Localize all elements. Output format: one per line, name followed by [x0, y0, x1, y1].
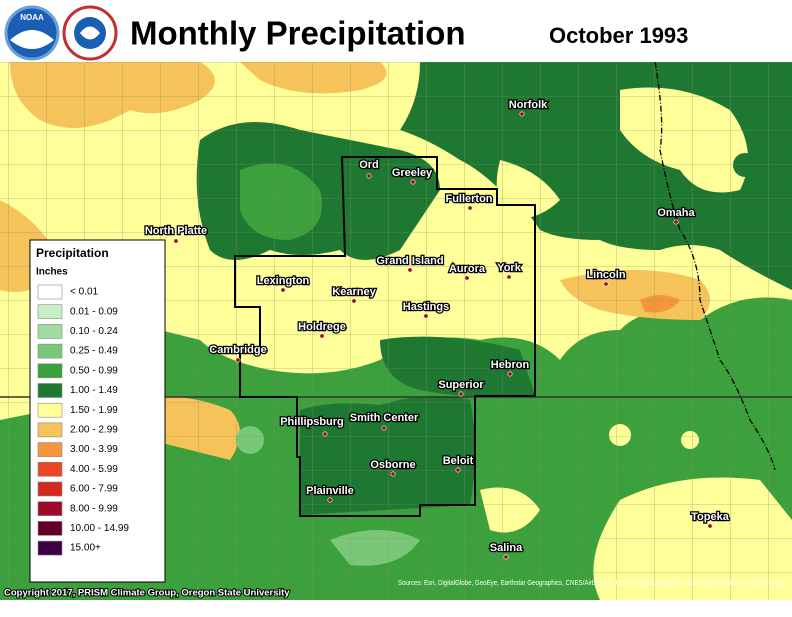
legend-label: 8.00 - 9.99 — [70, 503, 118, 514]
city-marker — [467, 205, 473, 211]
legend-swatch — [37, 521, 63, 536]
city-marker — [707, 523, 713, 529]
city-marker — [407, 267, 413, 273]
legend-label: 6.00 - 7.99 — [70, 484, 118, 495]
legend-label: 0.50 - 0.99 — [70, 365, 118, 376]
legend-label: 2.00 - 2.99 — [70, 425, 118, 436]
city-marker — [322, 431, 328, 437]
city-label: Grand Island — [376, 255, 443, 267]
city-label: Topeka — [691, 511, 730, 523]
city-label: Plainville — [306, 485, 354, 497]
legend-label: < 0.01 — [70, 287, 99, 298]
legend-label: 10.00 - 14.99 — [70, 523, 129, 534]
city-marker — [381, 425, 387, 431]
city-marker — [235, 357, 241, 363]
city-marker — [507, 371, 513, 377]
city-marker — [366, 173, 372, 179]
city-label: Omaha — [657, 207, 695, 219]
city-label: Aurora — [449, 263, 486, 275]
legend-label: 15.00+ — [70, 543, 101, 554]
title: Monthly Precipitation — [130, 15, 466, 52]
legend-label: 0.10 - 0.24 — [70, 326, 118, 337]
legend-swatch — [37, 304, 63, 320]
legend-label: 0.25 - 0.49 — [70, 346, 118, 357]
city-marker — [173, 238, 179, 244]
city-marker — [390, 471, 396, 477]
city-marker — [458, 391, 464, 397]
city-label: Lexington — [257, 275, 310, 287]
city-label: Salina — [490, 542, 523, 554]
legend-swatch — [37, 422, 63, 438]
legend-label: 0.01 - 0.09 — [70, 306, 118, 317]
sources: Sources: Esri, DigitalGlobe, GeoEye, Ear… — [398, 580, 783, 587]
legend-swatch — [37, 461, 63, 477]
city-label: Smith Center — [350, 412, 419, 424]
legend-swatch — [37, 363, 63, 379]
legend-title: Precipitation — [36, 246, 109, 260]
legend-swatch — [37, 343, 63, 359]
legend-swatch — [37, 481, 63, 497]
city-label: Norfolk — [509, 99, 548, 111]
legend-swatch — [37, 402, 63, 418]
city-label: Cambridge — [209, 344, 266, 356]
city-label: North Platte — [145, 225, 207, 237]
city-marker — [603, 281, 609, 287]
legend-label: 1.00 - 1.49 — [70, 385, 118, 396]
city-label: Beloit — [443, 455, 474, 467]
city-marker — [319, 333, 325, 339]
city-label: Lincoln — [586, 269, 625, 281]
city-marker — [519, 111, 525, 117]
city-labels: Norfolk Ord Greeley Fullerton North Platte Om… — [144, 98, 731, 560]
copyright: Copyright 2017, PRISM Climate Group, Ore… — [4, 588, 290, 599]
legend-units: Inches — [36, 267, 68, 278]
legend-swatch — [37, 540, 63, 556]
city-label: Osborne — [370, 459, 415, 471]
legend: Precipitation Inches < 0.01 0.01 - 0.09 0.… — [29, 239, 166, 583]
legend-label: 1.50 - 1.99 — [70, 405, 118, 416]
city-marker — [464, 275, 470, 281]
legend-swatch — [37, 501, 63, 517]
city-marker — [327, 497, 333, 503]
city-label: Hebron — [491, 359, 530, 371]
city-label: Ord — [359, 159, 379, 171]
city-marker — [351, 298, 357, 304]
city-label: York — [497, 262, 522, 274]
svg-text:NOAA: NOAA — [20, 13, 44, 22]
city-label: Kearney — [332, 286, 376, 298]
city-marker — [506, 274, 512, 280]
city-label: Phillipsburg — [280, 416, 344, 428]
legend-label: 4.00 - 5.99 — [70, 464, 118, 475]
legend-swatch — [37, 383, 63, 398]
period: October 1993 — [549, 23, 688, 48]
legend-swatch — [37, 324, 63, 339]
legend-label: 3.00 - 3.99 — [70, 444, 118, 455]
legend-swatch — [37, 442, 63, 457]
logos: NOAA — [4, 5, 118, 61]
city-label: Greeley — [392, 167, 433, 179]
city-marker — [410, 179, 416, 185]
city-label: Hastings — [403, 301, 449, 313]
city-label: Superior — [438, 379, 484, 391]
city-label: Fullerton — [445, 193, 492, 205]
legend-swatch — [37, 284, 63, 300]
city-label: Holdrege — [298, 321, 346, 333]
city-marker — [423, 313, 429, 319]
city-marker — [673, 219, 679, 225]
city-marker — [280, 287, 286, 293]
city-marker — [503, 554, 509, 560]
city-marker — [455, 467, 461, 473]
